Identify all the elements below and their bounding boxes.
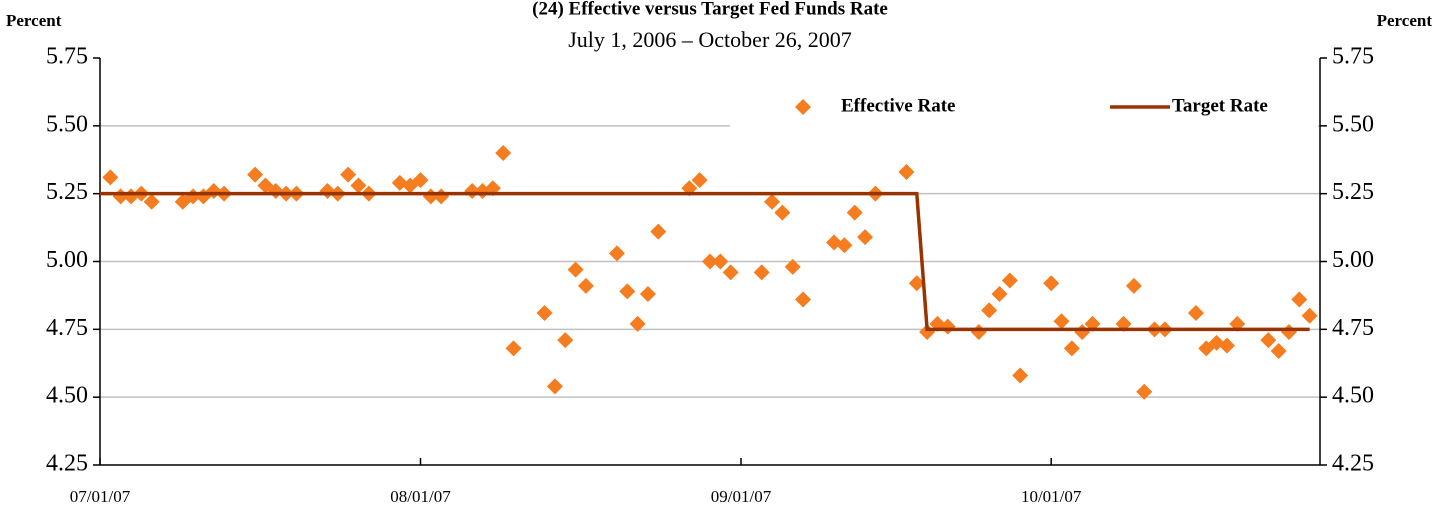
effective-rate-marker — [691, 172, 708, 189]
effective-rate-marker — [712, 253, 729, 270]
x-tick-label: 08/01/07 — [390, 487, 451, 506]
effective-rate-marker — [1043, 275, 1060, 292]
target-rate-line — [100, 191, 1310, 332]
effective-rate-marker — [557, 332, 574, 349]
effective-rate-marker — [970, 324, 987, 341]
chart-title: (24) Effective versus Target Fed Funds R… — [532, 0, 888, 19]
y-tick-label: 4.25 — [46, 451, 88, 477]
effective-rate-marker — [546, 378, 563, 395]
effective-rate-marker — [908, 275, 925, 292]
y2-tick-label: 4.75 — [1332, 315, 1374, 341]
effective-rate-marker — [857, 229, 874, 246]
effective-rate-marker — [784, 258, 801, 275]
effective-rate-marker — [774, 204, 791, 221]
effective-rate-marker — [1125, 277, 1142, 294]
y-tick-label: 5.75 — [46, 44, 88, 70]
effective-rate-marker — [350, 177, 367, 194]
y2-tick-label: 4.25 — [1332, 451, 1374, 477]
effective-rate-marker — [102, 169, 119, 186]
effective-rate-marker — [753, 264, 770, 281]
y2-tick-label: 4.50 — [1332, 383, 1374, 409]
effective-rate-marker — [247, 166, 264, 183]
effective-rate-marker — [495, 144, 512, 161]
effective-rate-marker — [764, 193, 781, 210]
effective-rate-marker — [1187, 305, 1204, 322]
legend-label: Effective Rate — [841, 95, 955, 116]
effective-rate-marker — [1301, 307, 1318, 324]
effective-rate-marker — [836, 237, 853, 254]
y-tick-label: 5.50 — [46, 111, 88, 137]
effective-rate-marker — [1291, 291, 1308, 308]
effective-rate-marker — [412, 172, 429, 189]
effective-rate-marker — [650, 223, 667, 240]
y-tick-label: 5.00 — [46, 247, 88, 273]
x-tick-label: 09/01/07 — [711, 487, 772, 506]
effective-rate-marker — [795, 291, 812, 308]
effective-rate-marker — [702, 253, 718, 270]
effective-rate-marker — [1136, 383, 1153, 400]
effective-rate-marker — [639, 286, 656, 303]
y2-axis-label: Percent — [1377, 11, 1433, 30]
effective-rate-marker — [1260, 332, 1277, 349]
effective-rate-marker — [722, 264, 739, 281]
effective-rate-marker — [981, 302, 998, 319]
effective-rate-marker — [577, 277, 594, 294]
legend-box — [730, 80, 1318, 136]
effective-rate-marker — [991, 286, 1008, 303]
y2-tick-label: 5.00 — [1332, 247, 1374, 273]
y2-tick-label: 5.50 — [1332, 111, 1374, 137]
effective-rate-marker — [143, 193, 160, 210]
y2-tick-label: 5.75 — [1332, 44, 1374, 70]
effective-rate-marker — [433, 188, 450, 205]
x-tick-label: 10/01/07 — [1021, 487, 1082, 506]
effective-rate-marker — [1001, 272, 1018, 289]
effective-rate-marker — [608, 245, 625, 262]
legend-marker — [795, 99, 811, 115]
effective-rate-marker — [898, 163, 915, 180]
effective-rate-marker — [567, 261, 584, 278]
effective-rate-marker — [1063, 340, 1080, 357]
effective-rate-marker — [619, 283, 636, 300]
y-tick-label: 4.50 — [46, 383, 88, 409]
effective-rate-marker — [1053, 313, 1070, 330]
y-tick-label: 4.75 — [46, 315, 88, 341]
effective-rate-marker — [505, 340, 522, 357]
effective-rate-marker — [1280, 324, 1297, 341]
y2-tick-label: 5.25 — [1332, 179, 1374, 205]
y-tick-label: 5.25 — [46, 179, 88, 205]
effective-rate-marker — [1012, 367, 1029, 384]
effective-rate-marker — [1270, 343, 1287, 360]
chart-subtitle: July 1, 2006 – October 26, 2007 — [568, 27, 852, 52]
effective-rate-marker — [846, 204, 863, 221]
legend-label: Target Rate — [1172, 95, 1268, 116]
x-tick-label: 07/01/07 — [70, 487, 131, 506]
effective-rate-marker — [1218, 337, 1235, 354]
effective-rate-marker — [340, 166, 357, 183]
effective-rate-marker — [536, 305, 553, 322]
y-axis-label: Percent — [6, 11, 62, 30]
effective-rate-marker — [629, 315, 646, 332]
